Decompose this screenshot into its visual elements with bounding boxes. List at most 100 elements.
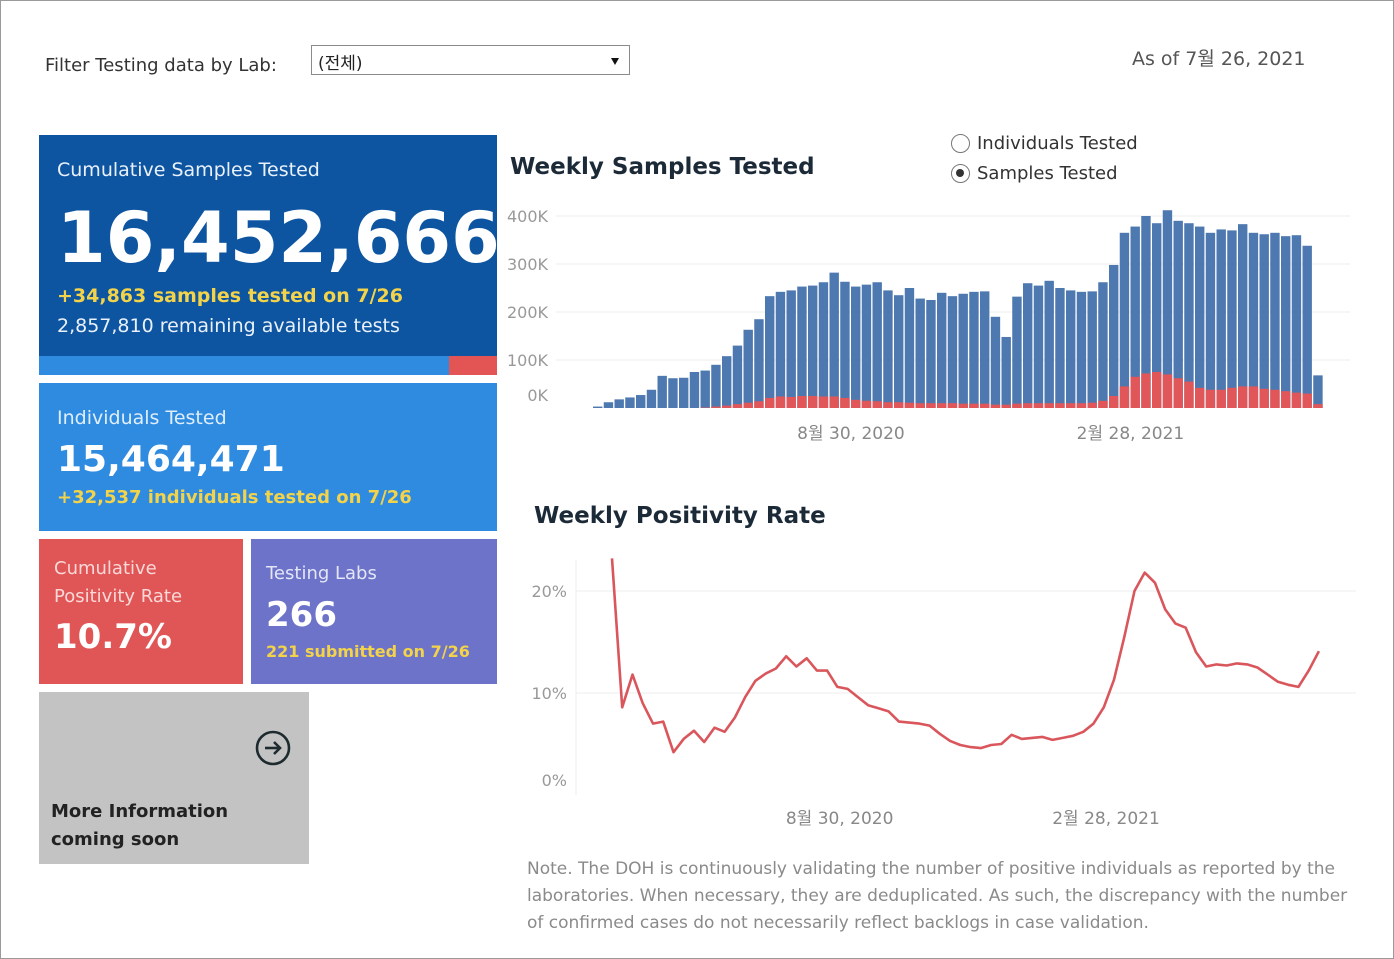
samples-bar bbox=[808, 285, 818, 408]
positive-bar bbox=[1066, 403, 1076, 408]
samples-bar bbox=[593, 406, 603, 408]
lab-filter-label: Filter Testing data by Lab: bbox=[45, 55, 277, 76]
positive-bar bbox=[947, 403, 958, 408]
samples-bar bbox=[689, 372, 700, 408]
individuals-tested-label: Individuals Tested bbox=[57, 407, 227, 429]
samples-bar bbox=[872, 282, 882, 408]
positive-bar bbox=[990, 404, 1001, 408]
samples-bar bbox=[732, 345, 743, 408]
samples-bar bbox=[711, 364, 721, 408]
samples-bar bbox=[1098, 282, 1108, 408]
positive-bar bbox=[1281, 391, 1291, 408]
samples-bar bbox=[614, 399, 624, 408]
samples-bar bbox=[1152, 223, 1162, 408]
individuals-tested-value: 15,464,471 bbox=[57, 439, 285, 480]
samples-bar bbox=[679, 377, 689, 408]
samples-bar bbox=[646, 389, 657, 408]
positivity-rate-line bbox=[610, 558, 1321, 754]
positive-bar bbox=[1023, 403, 1033, 408]
samples-bar bbox=[829, 272, 839, 408]
more-information-card[interactable]: More Information coming soon bbox=[39, 692, 309, 864]
positive-bar bbox=[980, 403, 990, 408]
remaining-tests: 2,857,810 remaining available tests bbox=[57, 315, 400, 337]
positive-bar bbox=[1001, 404, 1011, 408]
samples-bar bbox=[958, 293, 968, 408]
as-of-date: As of 7월 26, 2021 bbox=[1132, 48, 1306, 70]
y-tick-label: 100K bbox=[507, 351, 549, 370]
positive-bar bbox=[711, 406, 721, 408]
positive-bar bbox=[840, 397, 850, 408]
positive-bar bbox=[743, 402, 753, 408]
samples-bar bbox=[926, 300, 936, 408]
lab-filter-select[interactable]: (전체) bbox=[311, 45, 630, 75]
x-tick-label: 2월 28, 2021 bbox=[1077, 424, 1185, 444]
samples-bar bbox=[1195, 226, 1205, 408]
radio-individuals-tested[interactable]: Individuals Tested bbox=[951, 133, 1138, 154]
positive-bar bbox=[894, 402, 904, 408]
cumulative-samples-value: 16,452,666 bbox=[57, 197, 500, 279]
samples-bar bbox=[1281, 236, 1291, 408]
samples-bar bbox=[1130, 226, 1140, 408]
weekly-positivity-title: Weekly Positivity Rate bbox=[534, 503, 826, 529]
samples-bar bbox=[700, 370, 710, 408]
samples-bar bbox=[1205, 232, 1216, 408]
samples-bar bbox=[625, 397, 635, 408]
positive-bar bbox=[1270, 389, 1280, 408]
y-tick-label: 20% bbox=[531, 582, 567, 601]
positive-bar bbox=[958, 403, 968, 408]
samples-bar bbox=[1023, 283, 1033, 408]
positive-bar bbox=[754, 401, 764, 408]
samples-bar bbox=[765, 296, 775, 408]
samples-bar bbox=[818, 282, 829, 408]
arrow-right-circle-icon[interactable] bbox=[255, 730, 291, 766]
samples-bar bbox=[1076, 291, 1087, 408]
samples-bar bbox=[851, 286, 861, 408]
samples-bar bbox=[743, 329, 753, 408]
positive-bar bbox=[797, 396, 807, 408]
positivity-rate-value: 10.7% bbox=[54, 617, 172, 657]
test-capacity-progress-bar bbox=[39, 356, 497, 375]
radio-individuals-label: Individuals Tested bbox=[977, 133, 1138, 154]
positive-bar bbox=[883, 402, 893, 408]
lab-filter-selected-value: (전체) bbox=[318, 54, 363, 74]
positive-bar bbox=[1152, 372, 1162, 408]
samples-bar bbox=[657, 375, 667, 408]
x-tick-label: 2월 28, 2021 bbox=[1052, 809, 1160, 829]
samples-bar bbox=[1055, 288, 1065, 408]
radio-circle[interactable] bbox=[951, 134, 970, 153]
testing-labs-label: Testing Labs bbox=[266, 563, 377, 584]
radio-samples-tested[interactable]: Samples Tested bbox=[951, 163, 1118, 184]
samples-bar bbox=[1141, 216, 1151, 408]
samples-bar bbox=[894, 295, 904, 408]
samples-bar bbox=[797, 286, 807, 408]
y-tick-label: 200K bbox=[507, 303, 549, 322]
samples-bar bbox=[1044, 280, 1054, 408]
positive-bar bbox=[861, 400, 872, 408]
positive-bar bbox=[1098, 400, 1108, 408]
positive-bar bbox=[808, 396, 818, 408]
cumulative-samples-card: Cumulative Samples Tested 16,452,666 +34… bbox=[39, 135, 500, 357]
positive-bar bbox=[786, 396, 796, 408]
samples-bar bbox=[1227, 230, 1237, 408]
samples-bar bbox=[1184, 223, 1194, 408]
positive-bar bbox=[732, 404, 743, 408]
positive-bar bbox=[915, 403, 925, 408]
positive-bar bbox=[1248, 386, 1259, 408]
y-tick-label: 0% bbox=[542, 771, 567, 790]
positive-bar bbox=[937, 403, 947, 408]
positive-bar bbox=[1184, 381, 1194, 408]
daily-samples-tested: +34,863 samples tested on 7/26 bbox=[57, 285, 403, 307]
positive-bar bbox=[969, 403, 979, 408]
positive-bar bbox=[1076, 403, 1087, 408]
radio-circle[interactable] bbox=[951, 164, 970, 183]
positivity-rate-label: Cumulative Positivity Rate bbox=[54, 558, 183, 607]
y-tick-label: 0K bbox=[527, 386, 548, 405]
positive-bar bbox=[1238, 386, 1248, 408]
positive-bar bbox=[1173, 378, 1183, 408]
individuals-tested-card: Individuals Tested 15,464,471 +32,537 in… bbox=[39, 383, 497, 531]
positive-bar bbox=[1162, 374, 1173, 408]
positive-bar bbox=[1033, 403, 1044, 408]
positive-bar bbox=[1195, 387, 1205, 408]
